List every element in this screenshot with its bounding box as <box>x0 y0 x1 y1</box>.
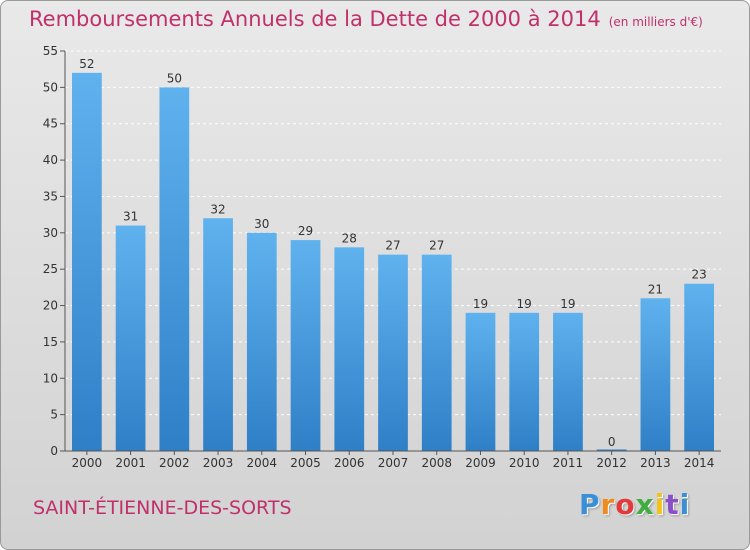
y-tick-label: 55 <box>43 44 58 58</box>
data-label: 19 <box>517 297 532 311</box>
data-label: 50 <box>167 71 182 85</box>
x-tick-label: 2004 <box>247 456 278 470</box>
data-label: 27 <box>385 239 400 253</box>
chart-unit: (en milliers d'€) <box>608 15 703 29</box>
bar <box>378 254 408 451</box>
logo-letter: r <box>600 488 616 521</box>
bar <box>553 312 583 451</box>
chart-title-text: Remboursements Annuels de la Dette de 20… <box>29 7 601 31</box>
data-label: 21 <box>648 282 663 296</box>
bar <box>640 298 671 451</box>
data-label: 19 <box>560 297 575 311</box>
x-tick-label: 2000 <box>72 456 103 470</box>
logo-letter: i <box>654 488 666 521</box>
y-tick-label: 10 <box>43 371 58 385</box>
chart-title: Remboursements Annuels de la Dette de 20… <box>29 7 703 31</box>
logo-letter: o <box>615 488 636 521</box>
y-tick-label: 20 <box>43 299 58 313</box>
x-tick-label: 2001 <box>115 456 146 470</box>
data-label: 0 <box>608 435 616 449</box>
bar <box>596 449 627 451</box>
y-tick-label: 0 <box>50 444 58 458</box>
y-tick-label: 45 <box>43 117 58 131</box>
x-tick-label: 2009 <box>465 456 496 470</box>
data-label: 19 <box>473 297 488 311</box>
bar <box>159 87 190 451</box>
data-label: 30 <box>254 217 269 231</box>
y-tick-label: 50 <box>43 80 58 94</box>
logo-letter: x <box>635 488 655 521</box>
bar <box>290 240 321 451</box>
data-label: 27 <box>429 239 444 253</box>
x-tick-label: 2005 <box>290 456 321 470</box>
y-tick-label: 30 <box>43 226 58 240</box>
bar <box>421 254 452 451</box>
x-tick-label: 2002 <box>159 456 190 470</box>
x-tick-label: 2007 <box>378 456 409 470</box>
bar <box>115 225 146 451</box>
data-label: 32 <box>210 202 225 216</box>
proxiti-logo: Proxiti <box>579 488 690 521</box>
y-axis: 0 5 10 15 20 25 30 35 40 45 50 55 <box>43 44 66 458</box>
bar <box>203 218 233 451</box>
bars: 52 31 50 32 30 29 28 27 27 19 19 19 0 21 23 <box>71 57 715 452</box>
bar <box>334 247 365 451</box>
y-tick-label: 25 <box>43 262 58 276</box>
bar <box>246 232 277 451</box>
x-tick-label: 2003 <box>203 456 234 470</box>
commune-name: SAINT-ÉTIENNE-DES-SORTS <box>33 497 292 519</box>
data-label: 29 <box>298 224 313 238</box>
y-tick-label: 40 <box>43 153 58 167</box>
bar <box>71 72 102 452</box>
data-label: 52 <box>79 57 94 71</box>
logo-letter: P <box>579 488 601 521</box>
x-tick-label: 2012 <box>596 456 627 470</box>
data-label: 28 <box>342 231 357 245</box>
x-tick-label: 2008 <box>421 456 452 470</box>
logo-letter: t <box>665 488 680 521</box>
logo-letter: i <box>679 488 691 521</box>
data-label: 31 <box>123 210 138 224</box>
y-tick-label: 15 <box>43 335 58 349</box>
y-tick-label: 5 <box>50 408 58 422</box>
x-tick-label: 2006 <box>334 456 365 470</box>
x-tick-label: 2010 <box>509 456 540 470</box>
x-axis: 2000 2001 2002 2003 2004 2005 2006 2007 2008 2009… <box>65 450 721 470</box>
bar <box>465 312 496 451</box>
bar <box>509 312 540 451</box>
bar <box>684 283 715 451</box>
x-tick-label: 2014 <box>684 456 715 470</box>
x-tick-label: 2013 <box>640 456 671 470</box>
y-tick-label: 35 <box>43 189 58 203</box>
data-label: 23 <box>691 268 706 282</box>
x-tick-label: 2011 <box>553 456 584 470</box>
